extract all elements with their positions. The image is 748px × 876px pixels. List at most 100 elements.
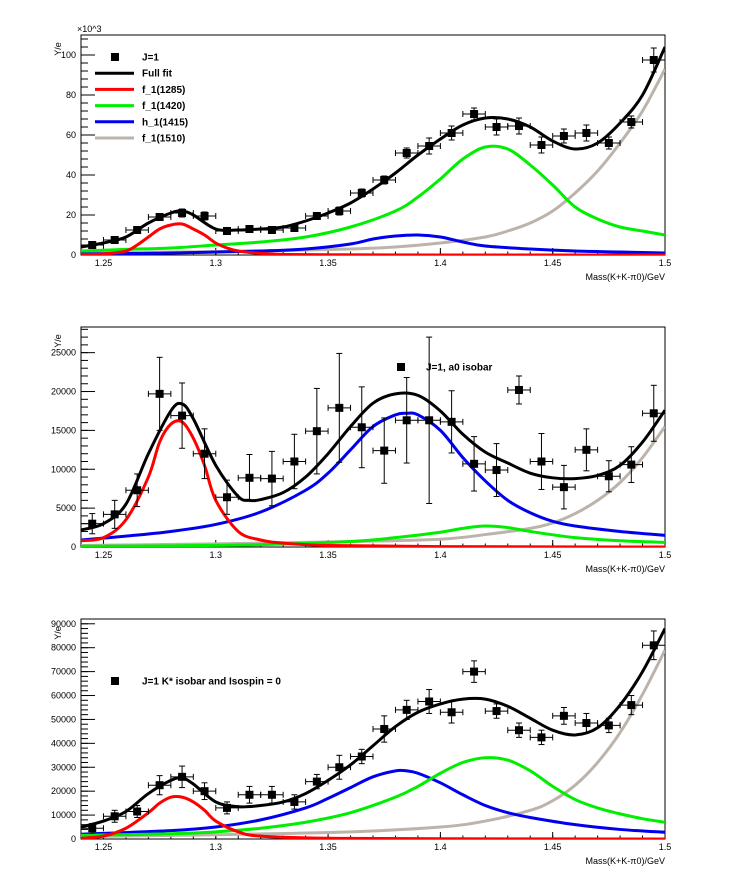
square-marker (380, 176, 389, 184)
legend-entry: f_1(1420) (95, 101, 185, 112)
square-marker (627, 118, 636, 126)
square-marker (492, 123, 501, 131)
data-point (574, 124, 599, 142)
y-tick-label: 40000 (51, 738, 76, 748)
data-point (597, 717, 621, 734)
square-marker (649, 409, 658, 418)
data-point (282, 794, 307, 810)
square-marker (133, 807, 142, 816)
data-points (80, 630, 666, 834)
data-point (327, 352, 352, 463)
square-marker (582, 129, 591, 137)
data-point (642, 384, 666, 442)
data-point (372, 175, 396, 185)
square-marker (155, 389, 164, 398)
legend-entry: Full fit (95, 69, 173, 80)
x-tick-label: 1.45 (544, 258, 562, 268)
square-marker (312, 777, 321, 786)
data-point (394, 147, 419, 159)
data-point (102, 236, 127, 244)
data-point (215, 227, 239, 235)
square-marker (267, 474, 276, 483)
data-point (462, 660, 486, 683)
square-marker (245, 790, 254, 799)
data-point (552, 464, 576, 510)
legend-entry: J=1 (111, 53, 159, 64)
data-point (394, 699, 419, 720)
fit-curves (81, 627, 665, 839)
square-marker (425, 697, 434, 706)
square-marker (133, 486, 142, 495)
data-point (597, 460, 621, 493)
square-marker (582, 719, 591, 728)
y-tick-label: 60 (66, 130, 76, 140)
square-marker (133, 226, 142, 234)
data-point (215, 801, 239, 815)
y-tick-label: 20000 (51, 786, 76, 796)
data-point (125, 473, 149, 508)
data-point (282, 224, 307, 232)
square-marker (425, 416, 434, 425)
data-point (394, 377, 419, 464)
data-point (215, 479, 239, 515)
square-marker (110, 812, 119, 821)
square-marker (515, 122, 523, 130)
data-point (125, 805, 149, 818)
data-point (439, 701, 464, 724)
square-marker (357, 423, 366, 432)
data-point (484, 443, 509, 497)
data-point (327, 206, 352, 216)
y-tick-label: 10000 (51, 810, 76, 820)
data-point (439, 390, 464, 454)
square-marker (290, 457, 299, 466)
data-point (350, 188, 374, 198)
curve-f-1-1285 (81, 794, 665, 839)
y-tick-label: 80000 (51, 643, 76, 653)
y-tick-label: 0 (71, 542, 76, 552)
square-marker (380, 725, 389, 733)
y-tick-label: 40 (66, 170, 76, 180)
data-point (619, 695, 644, 716)
square-marker (515, 726, 523, 735)
data-point (80, 822, 104, 834)
square-marker (312, 427, 321, 436)
x-tick-label: 1.3 (210, 842, 223, 852)
square-marker (470, 110, 479, 118)
x-tick-label: 1.5 (659, 550, 672, 560)
square-marker (604, 472, 613, 481)
square-marker (290, 797, 299, 806)
y-tick-label: 15000 (51, 425, 76, 435)
legend-marker-icon (111, 53, 119, 61)
data-point (170, 765, 194, 789)
x-tick-label: 1.25 (95, 258, 113, 268)
y-axis-title: Y/e (53, 334, 63, 348)
legend-marker-icon (111, 677, 119, 685)
data-point (462, 107, 486, 121)
square-marker (267, 226, 276, 234)
x-tick-label: 1.3 (210, 550, 223, 560)
square-marker (380, 446, 389, 455)
square-marker (559, 711, 568, 720)
square-marker (537, 733, 546, 742)
data-point (552, 128, 576, 144)
data-point (80, 241, 104, 249)
curve-f-1-1510 (81, 649, 665, 839)
square-marker (357, 189, 366, 197)
data-point (125, 226, 149, 234)
square-marker (88, 519, 97, 528)
square-marker (604, 139, 613, 147)
data-point (642, 47, 666, 73)
square-marker (267, 790, 276, 799)
data-point (305, 212, 329, 220)
square-marker (110, 510, 119, 519)
curve-full-fit (81, 391, 665, 532)
data-point (619, 115, 644, 129)
x-tick-label: 1.25 (95, 842, 113, 852)
square-marker (492, 707, 501, 716)
data-point (507, 375, 531, 405)
data-point (462, 436, 486, 492)
y-tick-label: 70000 (51, 667, 76, 677)
data-point (237, 785, 262, 804)
